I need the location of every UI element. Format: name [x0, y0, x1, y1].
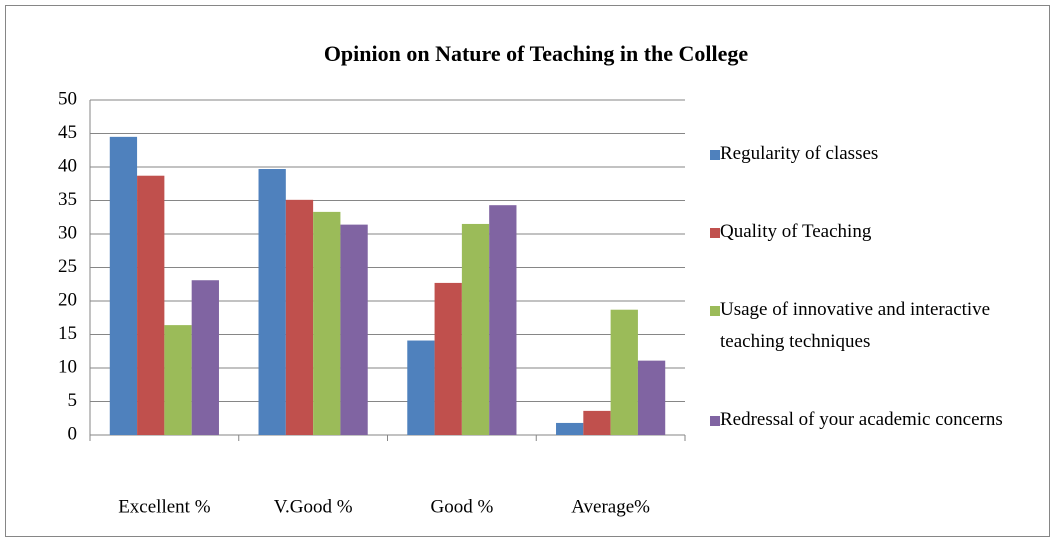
bar — [340, 224, 368, 435]
legend-label: Quality of Teaching — [720, 221, 872, 242]
y-tick-label: 30 — [58, 222, 77, 243]
bar — [489, 205, 517, 435]
y-tick-label: 0 — [68, 423, 78, 444]
bar — [556, 422, 584, 435]
bar — [434, 282, 462, 435]
y-tick-label: 50 — [58, 88, 77, 109]
legend-label: Usage of innovative and interactive teac… — [720, 299, 995, 352]
bar — [407, 340, 435, 435]
legend-swatch — [710, 150, 720, 160]
legend-label: Redressal of your academic concerns — [720, 409, 1003, 430]
x-tick-label: Average% — [571, 496, 650, 517]
y-tick-label: 5 — [68, 390, 78, 411]
y-tick-label: 15 — [58, 323, 77, 344]
bar — [610, 309, 638, 435]
y-tick-label: 45 — [58, 122, 77, 143]
bar — [583, 410, 611, 435]
x-tick-label: V.Good % — [274, 496, 353, 517]
y-tick-label: 20 — [58, 289, 77, 310]
y-tick-label: 10 — [58, 356, 77, 377]
x-tick-label: Good % — [430, 496, 493, 517]
bar — [164, 325, 192, 435]
bar — [137, 175, 165, 435]
legend-label: Regularity of classes — [720, 143, 878, 164]
y-tick-label: 40 — [58, 155, 77, 176]
bar — [258, 169, 286, 435]
bar — [461, 223, 490, 435]
legend-swatch — [710, 306, 720, 316]
bar — [285, 199, 314, 435]
legend-swatch — [710, 228, 720, 238]
bar — [313, 211, 341, 435]
legend-swatch — [710, 416, 720, 426]
chart-title: Opinion on Nature of Teaching in the Col… — [324, 41, 749, 66]
bar — [637, 360, 666, 435]
chart-frame — [5, 5, 1050, 537]
bar — [191, 280, 219, 435]
y-tick-label: 25 — [58, 256, 77, 277]
bar — [109, 136, 138, 435]
x-tick-label: Excellent % — [118, 496, 210, 517]
y-tick-label: 35 — [58, 189, 77, 210]
